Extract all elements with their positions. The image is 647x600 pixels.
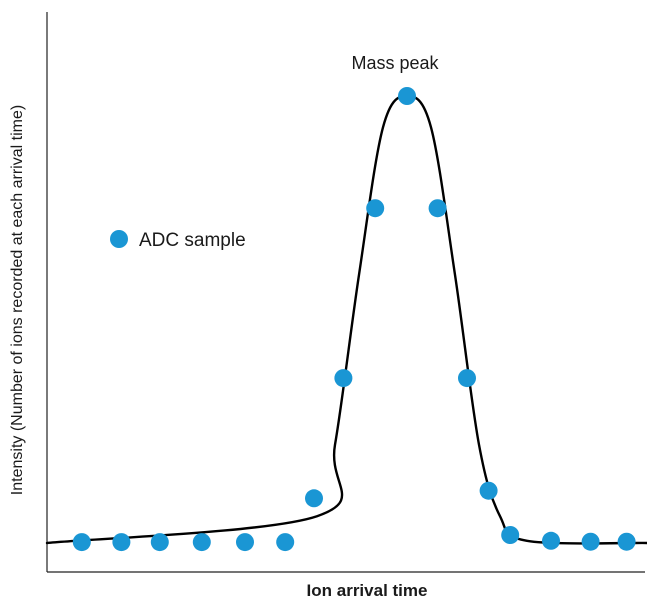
adc-sample-point bbox=[458, 369, 476, 388]
adc-sample-point bbox=[112, 533, 131, 552]
mass-peak-annotation: Mass peak bbox=[351, 53, 439, 73]
adc-sample-point bbox=[236, 533, 254, 552]
y-axis-label: Intensity (Number of ions recorded at ea… bbox=[9, 105, 26, 495]
adc-sample-point bbox=[150, 533, 169, 552]
peak-curve bbox=[45, 94, 647, 545]
adc-sample-point bbox=[542, 531, 560, 550]
adc-sample-point bbox=[479, 481, 498, 500]
sample-points bbox=[72, 87, 636, 552]
adc-sample-point bbox=[398, 87, 416, 105]
legend-label: ADC sample bbox=[139, 230, 246, 251]
axes bbox=[46, 12, 645, 573]
adc-sample-point bbox=[305, 489, 323, 508]
adc-sample-point bbox=[276, 533, 295, 552]
adc-sample-point bbox=[428, 199, 447, 218]
adc-sample-point bbox=[501, 526, 520, 544]
adc-sample-point bbox=[72, 533, 91, 552]
adc-sample-point bbox=[334, 369, 353, 388]
adc-sample-point bbox=[581, 532, 600, 551]
adc-sample-point bbox=[366, 199, 385, 218]
adc-sample-point bbox=[192, 533, 211, 552]
x-axis-label: Ion arrival time bbox=[307, 581, 428, 600]
legend-marker bbox=[110, 230, 128, 248]
adc-sample-point bbox=[617, 532, 636, 551]
